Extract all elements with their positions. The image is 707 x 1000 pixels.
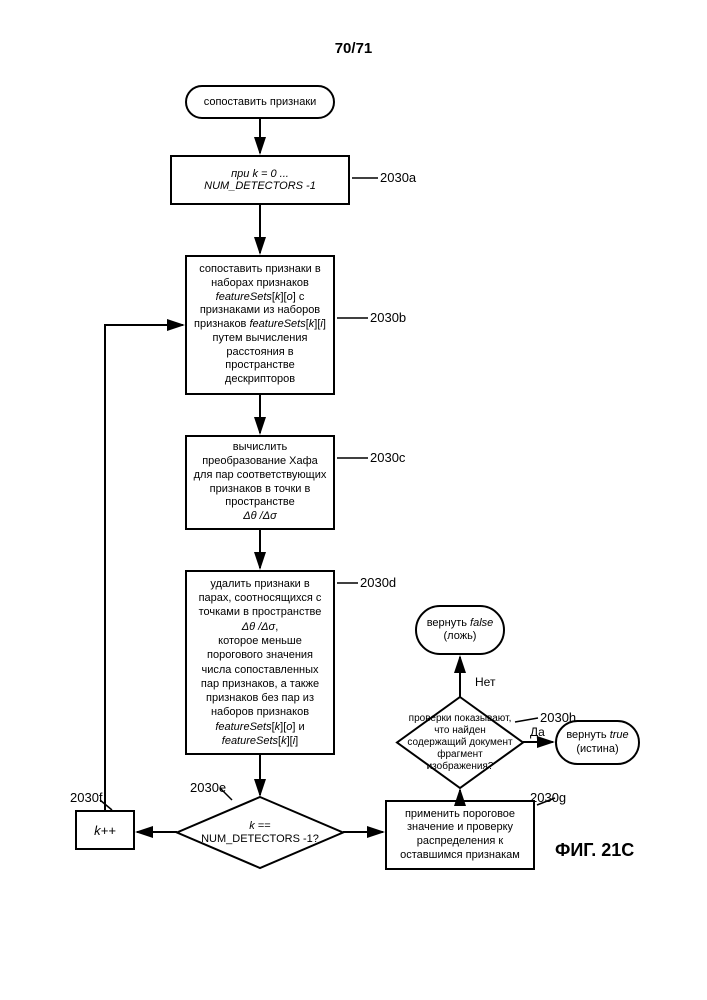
node-2030a-text: при k = 0 ... NUM_DETECTORS -1 <box>204 168 316 192</box>
node-2030d: удалить признаки в парах, соотносящихся … <box>185 570 335 755</box>
node-2030e: k ==NUM_DETECTORS -1? <box>175 795 345 870</box>
node-2030b-text: сопоставить признаки в наборах признаков… <box>193 263 327 387</box>
return-true-text: вернуть true(истина) <box>566 729 628 755</box>
return-false: вернуть false(ложь) <box>415 605 505 655</box>
return-true: вернуть true(истина) <box>555 720 640 765</box>
label-2030g: 2030g <box>530 790 566 805</box>
start-text: сопоставить признаки <box>204 96 317 108</box>
node-2030a: при k = 0 ... NUM_DETECTORS -1 <box>170 155 350 205</box>
node-2030c-text: вычислить преобразование Хафа для пар со… <box>193 441 327 524</box>
label-2030c: 2030c <box>370 450 405 465</box>
node-2030h-text: проверки показывают, что найден содержащ… <box>395 713 525 773</box>
node-2030c: вычислить преобразование Хафа для пар со… <box>185 435 335 530</box>
page-number: 70/71 <box>0 40 707 57</box>
node-2030f-text: k++ <box>94 823 116 838</box>
node-2030b: сопоставить признаки в наборах признаков… <box>185 255 335 395</box>
start-terminator: сопоставить признаки <box>185 85 335 119</box>
label-2030b: 2030b <box>370 310 406 325</box>
label-2030e: 2030e <box>190 780 226 795</box>
edge-no-label: Нет <box>475 675 495 689</box>
label-2030a: 2030a <box>380 170 416 185</box>
node-2030f: k++ <box>75 810 135 850</box>
edge-yes-label: Да <box>530 725 545 739</box>
node-2030h: проверки показывают, что найден содержащ… <box>395 695 525 790</box>
node-2030e-text: k ==NUM_DETECTORS -1? <box>175 819 345 845</box>
label-2030d: 2030d <box>360 575 396 590</box>
node-2030g: применить пороговое значение и проверку … <box>385 800 535 870</box>
node-2030g-text: применить пороговое значение и проверку … <box>393 808 527 863</box>
node-2030d-text: удалить признаки в парах, соотносящихся … <box>193 577 327 749</box>
label-2030f: 2030f <box>70 790 103 805</box>
figure-label: ФИГ. 21С <box>555 840 634 861</box>
return-false-text: вернуть false(ложь) <box>427 617 494 643</box>
